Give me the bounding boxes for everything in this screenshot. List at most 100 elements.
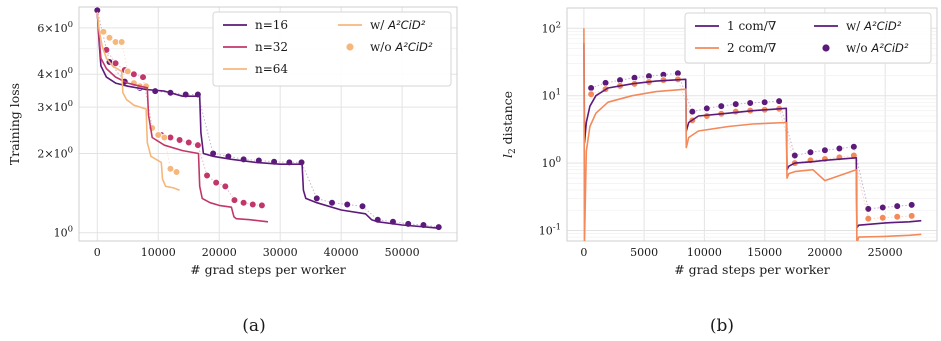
x-tick-label: 30000 bbox=[263, 246, 298, 259]
legend-label: n=16 bbox=[255, 18, 288, 32]
data-point bbox=[358, 202, 367, 211]
data-point bbox=[850, 142, 858, 151]
data-point bbox=[878, 203, 887, 212]
plot-series bbox=[583, 28, 922, 241]
data-point bbox=[746, 99, 754, 107]
x-tick-label: 20000 bbox=[202, 246, 237, 259]
data-point bbox=[343, 200, 352, 209]
legend-label: 2 com/∇ bbox=[727, 41, 776, 55]
data-point bbox=[835, 144, 844, 153]
plot-frame bbox=[78, 6, 458, 242]
series-line bbox=[96, 11, 269, 223]
series-line bbox=[96, 11, 180, 191]
data-point bbox=[172, 168, 181, 176]
data-point bbox=[717, 102, 726, 110]
data-point bbox=[434, 223, 443, 231]
data-point bbox=[907, 212, 916, 220]
y-tick-label: 101 bbox=[542, 88, 561, 103]
x-tick-label: 0 bbox=[580, 246, 587, 259]
y-tick-label: 10-1 bbox=[539, 223, 561, 238]
x-axis-label: # grad steps per worker bbox=[674, 262, 830, 277]
data-point bbox=[587, 84, 595, 92]
data-point bbox=[893, 212, 902, 221]
legend-label: w/o A²CiD² bbox=[846, 41, 909, 55]
chart-b: 0 5000 10000 15000 20000 25000 10-1 100 101 102 # … bbox=[500, 7, 938, 277]
series-without-line bbox=[590, 78, 912, 220]
data-point bbox=[221, 182, 230, 191]
plot-frame bbox=[566, 7, 938, 242]
x-tick-label: 10000 bbox=[141, 246, 176, 259]
data-point bbox=[703, 104, 711, 113]
data-point bbox=[864, 205, 873, 213]
data-point bbox=[601, 79, 610, 87]
data-point bbox=[878, 213, 887, 222]
y-tick-label: 6×100 bbox=[37, 20, 73, 35]
y-tick-label: 3×100 bbox=[37, 99, 73, 114]
y-tick-label: 4×100 bbox=[37, 66, 73, 81]
x-tick-label: 40000 bbox=[324, 246, 359, 259]
data-point bbox=[130, 70, 138, 79]
x-tick-label: 10000 bbox=[687, 246, 722, 259]
y-tick-label: 100 bbox=[542, 155, 561, 170]
y-axis-label: Training loss bbox=[7, 83, 22, 165]
data-point bbox=[312, 194, 321, 203]
x-tick-label: 50000 bbox=[385, 246, 420, 259]
data-point bbox=[203, 171, 211, 180]
chart-a: 0 10000 20000 30000 40000 50000 100 2×100 3×100 4… bbox=[7, 6, 458, 277]
data-point bbox=[117, 38, 126, 46]
data-point bbox=[731, 100, 740, 108]
legend-label: w/o A²CiD² bbox=[370, 40, 433, 54]
data-point bbox=[775, 97, 783, 105]
legend-marker-swatch bbox=[821, 43, 831, 53]
data-point bbox=[864, 214, 873, 223]
x-tick-label: 20000 bbox=[807, 246, 842, 259]
y-axis-label: l2 distance bbox=[500, 91, 518, 158]
data-point bbox=[328, 198, 336, 207]
x-tick-label: 15000 bbox=[747, 246, 782, 259]
legend-label: w/ A²CiD² bbox=[370, 18, 426, 32]
data-point bbox=[111, 59, 120, 68]
data-point bbox=[790, 151, 799, 160]
data-point bbox=[139, 73, 147, 81]
legend-label: 1 com/∇ bbox=[727, 19, 776, 33]
data-point bbox=[258, 201, 266, 210]
x-tick-label: 25000 bbox=[868, 246, 903, 259]
data-point bbox=[194, 141, 202, 149]
data-point bbox=[166, 164, 175, 173]
y-tick-label: 2×100 bbox=[37, 145, 73, 160]
y-tick-label: 100 bbox=[54, 225, 73, 240]
data-point bbox=[239, 198, 248, 207]
legend: 1 com/∇ 2 com/∇ w/ A²CiD² w/o A²CiD² bbox=[684, 12, 932, 64]
plot-series bbox=[93, 7, 443, 231]
legend-label: n=32 bbox=[255, 40, 288, 54]
series-line bbox=[583, 28, 922, 241]
data-point bbox=[123, 67, 132, 76]
legend-label: n=64 bbox=[255, 62, 288, 76]
data-point bbox=[212, 178, 220, 187]
data-point bbox=[760, 98, 769, 107]
data-point bbox=[806, 148, 815, 157]
data-point bbox=[99, 27, 108, 36]
legend-box bbox=[684, 12, 932, 64]
caption-b: (b) bbox=[710, 316, 734, 336]
data-point bbox=[248, 200, 257, 209]
series-line bbox=[96, 11, 439, 229]
y-tick-label: 102 bbox=[542, 20, 561, 35]
legend-label: w/ A²CiD² bbox=[846, 19, 902, 33]
data-point bbox=[587, 90, 595, 99]
data-point bbox=[230, 196, 239, 204]
legend-marker-swatch bbox=[345, 42, 355, 52]
legend-box bbox=[212, 11, 452, 87]
data-point bbox=[175, 136, 184, 144]
data-point bbox=[821, 155, 829, 163]
data-point bbox=[821, 146, 829, 155]
data-point bbox=[688, 107, 697, 116]
x-tick-label: 0 bbox=[94, 246, 101, 259]
x-tick-label: 5000 bbox=[630, 246, 658, 259]
data-point bbox=[907, 201, 916, 209]
data-point bbox=[893, 202, 902, 210]
data-point bbox=[184, 138, 193, 147]
data-point bbox=[160, 133, 169, 142]
